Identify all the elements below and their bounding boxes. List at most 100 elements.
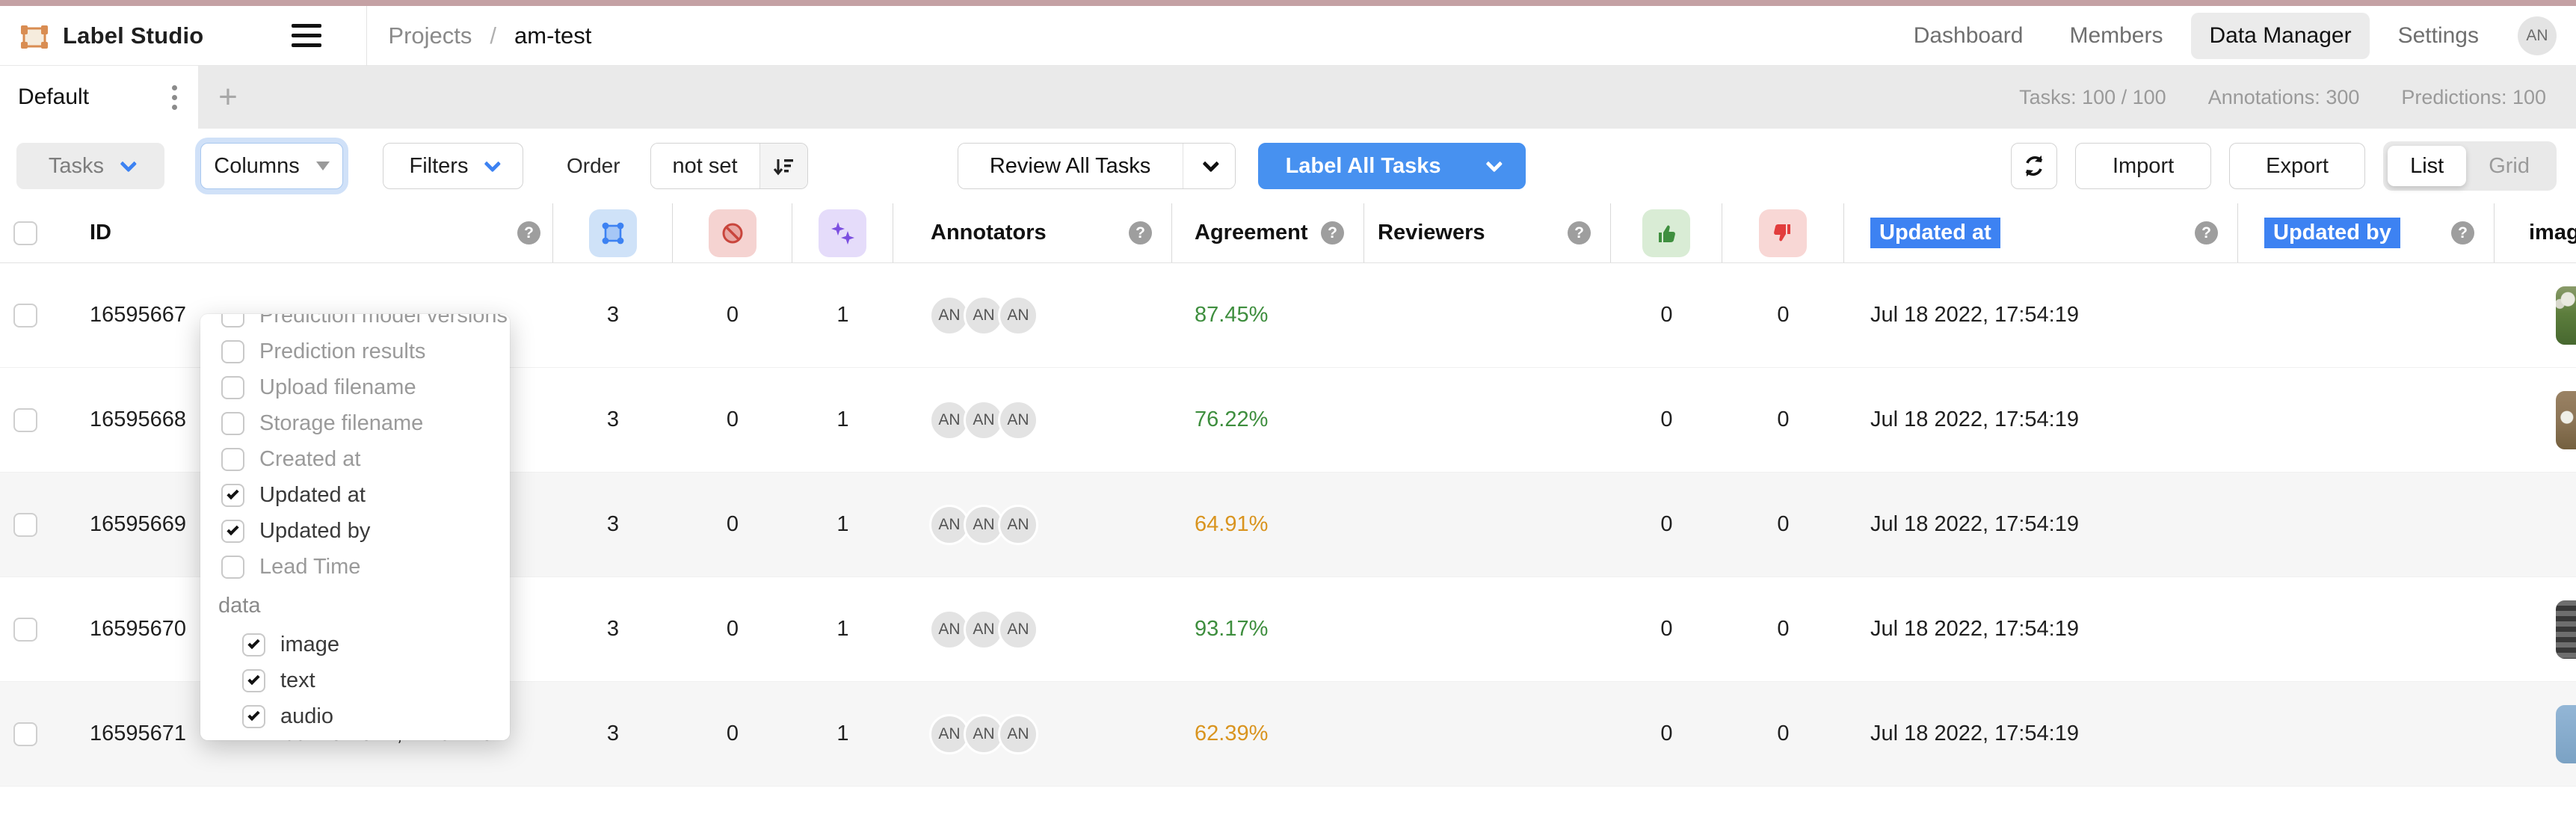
row-checkbox[interactable] — [13, 303, 37, 327]
header-id[interactable]: ID — [90, 221, 111, 244]
checkbox[interactable] — [221, 447, 244, 471]
annotator-avatar[interactable]: AN — [929, 295, 970, 336]
user-avatar[interactable]: AN — [2518, 16, 2557, 55]
header-reviewers-label: Reviewers — [1378, 221, 1485, 244]
checkbox[interactable] — [221, 483, 244, 507]
header-annotators[interactable]: Annotators ? — [893, 203, 1172, 262]
help-icon[interactable]: ? — [1321, 221, 1344, 244]
help-icon[interactable]: ? — [2451, 221, 2474, 244]
annotator-avatar[interactable]: AN — [929, 713, 970, 754]
annotator-avatar[interactable]: AN — [929, 609, 970, 650]
annotator-avatar[interactable]: AN — [998, 504, 1038, 545]
header-predictions[interactable] — [792, 203, 893, 262]
dropdown-item-lead-time[interactable]: Lead Time — [200, 549, 510, 585]
cell-id: 16595667 — [90, 303, 187, 327]
cell-agreement: 87.45% — [1195, 303, 1269, 327]
header-agreement[interactable]: Agreement ? — [1172, 203, 1364, 262]
dropdown-item-updated-at[interactable]: Updated at — [200, 477, 510, 513]
sort-direction-button[interactable] — [759, 144, 807, 188]
header-accepted[interactable] — [1611, 203, 1722, 262]
annotator-avatar[interactable]: AN — [998, 713, 1038, 754]
dropdown-item-text[interactable]: text — [200, 662, 510, 698]
filters-dropdown-label: Filters — [409, 153, 469, 178]
task-image-thumbnail[interactable] — [2556, 704, 2576, 763]
header-completed-at[interactable]: ? — [224, 203, 553, 262]
dropdown-item-created-at[interactable]: Created at — [200, 441, 510, 477]
dropdown-item-image[interactable]: image — [200, 627, 510, 662]
checkmark-icon — [227, 487, 239, 499]
header-reviewers[interactable]: Reviewers ? — [1364, 203, 1611, 262]
header-rejected[interactable] — [1722, 203, 1844, 262]
tab-options-kebab-icon[interactable] — [166, 79, 183, 116]
header-updated-at[interactable]: Updated at ? — [1844, 203, 2238, 262]
bounding-box-icon — [588, 209, 637, 257]
help-icon[interactable]: ? — [1568, 221, 1591, 244]
checkbox[interactable] — [221, 555, 244, 579]
header-annotations[interactable] — [553, 203, 673, 262]
annotator-avatar[interactable]: AN — [964, 399, 1004, 440]
cell-id: 16595669 — [90, 512, 187, 536]
row-checkbox[interactable] — [13, 408, 37, 432]
filters-dropdown-button[interactable]: Filters — [383, 143, 523, 189]
checkbox[interactable] — [242, 633, 265, 656]
row-checkbox[interactable] — [13, 722, 37, 746]
dropdown-item-prediction-results[interactable]: Prediction results — [200, 333, 510, 369]
checkbox[interactable] — [221, 314, 244, 327]
refresh-button[interactable] — [2011, 143, 2058, 189]
checkbox[interactable] — [221, 519, 244, 543]
label-all-tasks-button[interactable]: Label All Tasks — [1257, 143, 1526, 189]
annotator-avatar[interactable]: AN — [998, 399, 1038, 440]
annotator-avatar[interactable]: AN — [964, 713, 1004, 754]
annotator-avatar[interactable]: AN — [964, 295, 1004, 336]
task-image-thumbnail[interactable] — [2556, 600, 2576, 659]
task-image-thumbnail[interactable] — [2556, 286, 2576, 345]
dropdown-item-storage-filename[interactable]: Storage filename — [200, 405, 510, 441]
annotator-avatar[interactable]: AN — [929, 399, 970, 440]
dropdown-item-updated-by[interactable]: Updated by — [200, 513, 510, 549]
view-toggle-grid[interactable]: Grid — [2489, 153, 2530, 178]
tab-default[interactable]: Default — [0, 66, 198, 129]
annotator-avatar[interactable]: AN — [929, 504, 970, 545]
cell-id: 16595670 — [90, 617, 187, 641]
checkbox[interactable] — [221, 375, 244, 399]
cell-annotations: 3 — [606, 722, 620, 745]
help-icon[interactable]: ? — [2195, 221, 2218, 244]
header-cancelled[interactable] — [673, 203, 792, 262]
cell-id: 16595668 — [90, 408, 187, 431]
nav-members[interactable]: Members — [2069, 22, 2163, 48]
nav-dashboard[interactable]: Dashboard — [1913, 22, 2024, 48]
add-tab-button[interactable]: + — [218, 79, 238, 115]
order-value-button[interactable]: not set — [650, 144, 759, 188]
hamburger-menu-icon[interactable] — [292, 24, 322, 47]
dropdown-item-audio[interactable]: audio — [200, 698, 510, 734]
checkbox[interactable] — [242, 704, 265, 728]
tasks-dropdown-button[interactable]: Tasks — [16, 143, 164, 189]
row-checkbox[interactable] — [13, 617, 37, 642]
dropdown-item-prediction-model-versions[interactable]: Prediction model versions — [200, 314, 510, 333]
nav-settings[interactable]: Settings — [2397, 22, 2479, 48]
help-icon[interactable]: ? — [1129, 221, 1152, 244]
export-button[interactable]: Export — [2229, 143, 2366, 189]
columns-dropdown-button[interactable]: Columns — [200, 143, 343, 189]
help-icon[interactable]: ? — [517, 221, 540, 244]
checkbox[interactable] — [221, 339, 244, 363]
review-options-button[interactable] — [1182, 144, 1235, 188]
select-all-checkbox[interactable] — [13, 221, 37, 245]
review-all-tasks-button[interactable]: Review All Tasks — [958, 144, 1183, 188]
breadcrumb-projects[interactable]: Projects — [388, 22, 472, 49]
table-row[interactable]: 16595667 3 0 1 AN AN AN 87.45% 0 0 Jul 1… — [0, 263, 2576, 368]
annotator-avatar[interactable]: AN — [998, 609, 1038, 650]
checkbox[interactable] — [242, 668, 265, 692]
annotator-avatar[interactable]: AN — [998, 295, 1038, 336]
view-toggle-list[interactable]: List — [2388, 146, 2467, 186]
task-image-thumbnail[interactable] — [2556, 390, 2576, 449]
import-button[interactable]: Import — [2075, 143, 2212, 189]
checkbox[interactable] — [221, 411, 244, 435]
breadcrumb: Projects / am-test — [388, 22, 591, 49]
dropdown-item-upload-filename[interactable]: Upload filename — [200, 369, 510, 405]
nav-data-manager[interactable]: Data Manager — [2191, 12, 2370, 59]
header-image[interactable]: image — [2529, 221, 2576, 244]
table-row[interactable]: 16595668 3 0 1 AN AN AN 76.22% 0 0 Jul 1… — [0, 368, 2576, 473]
row-checkbox[interactable] — [13, 512, 37, 537]
header-updated-by[interactable]: Updated by ? — [2238, 203, 2495, 262]
